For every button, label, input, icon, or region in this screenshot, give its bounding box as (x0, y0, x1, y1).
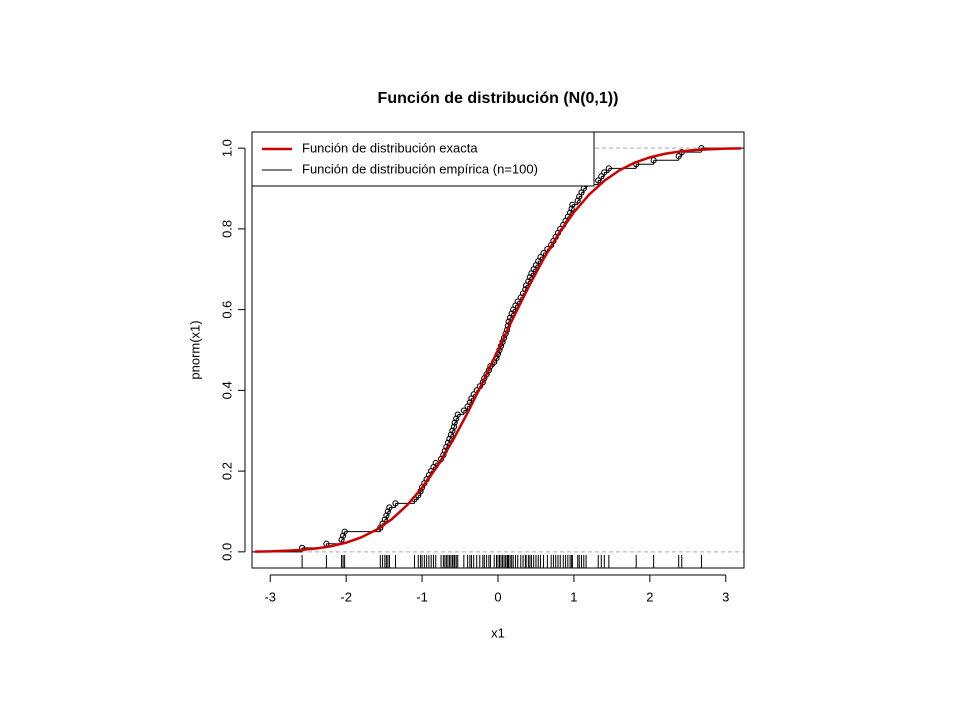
ecdf-point (537, 254, 544, 261)
x-axis-label: x1 (491, 625, 505, 640)
ecdf-point (383, 512, 390, 519)
ecdf-point (384, 508, 392, 515)
x-tick-label: -3 (264, 589, 276, 604)
ecdf-point (460, 407, 467, 414)
legend-label: Función de distribución exacta (302, 140, 478, 155)
ecdf-point (392, 500, 399, 507)
x-tick-label: -1 (416, 589, 428, 604)
ecdf-point (341, 528, 348, 535)
ecdf-point (595, 177, 602, 184)
cdf-curve (255, 147, 741, 553)
x-tick-label: -2 (340, 589, 352, 604)
ecdf-point (574, 197, 581, 204)
legend-label: Función de distribución empírica (n=100) (302, 161, 538, 176)
ecdf-point (605, 165, 612, 172)
ecdf-point (381, 516, 388, 523)
x-tick-label: 2 (646, 589, 653, 604)
ecdf-point (675, 153, 682, 160)
y-tick-label: 0.8 (219, 220, 234, 238)
chart-title: Función de distribución (N(0,1)) (378, 90, 619, 107)
ecdf-point (598, 173, 605, 180)
ecdf-point (450, 423, 458, 430)
ecdf-point (449, 427, 456, 434)
ecdf-point (386, 504, 393, 511)
ecdf-point (446, 435, 453, 442)
y-tick-label: 0.0 (219, 543, 234, 561)
y-tick-label: 1.0 (219, 139, 234, 157)
ecdf-point (568, 205, 575, 212)
ecdf-point (447, 431, 455, 438)
ecdf-point (453, 415, 460, 422)
ecdf-point (451, 419, 458, 426)
y-tick-label: 0.6 (219, 301, 234, 319)
ecdf-point (569, 201, 576, 208)
ecdf-point (340, 532, 347, 539)
y-tick-label: 0.2 (219, 462, 234, 480)
x-tick-label: 1 (570, 589, 577, 604)
ecdf-point (454, 411, 461, 418)
x-tick-label: 3 (722, 589, 729, 604)
y-tick-label: 0.4 (219, 381, 234, 399)
legend-box (251, 131, 595, 187)
ecdf-point (338, 536, 345, 543)
x-tick-label: 0 (494, 589, 501, 604)
ecdf-point (601, 169, 608, 176)
y-axis-label: pnorm(x1) (187, 320, 202, 379)
